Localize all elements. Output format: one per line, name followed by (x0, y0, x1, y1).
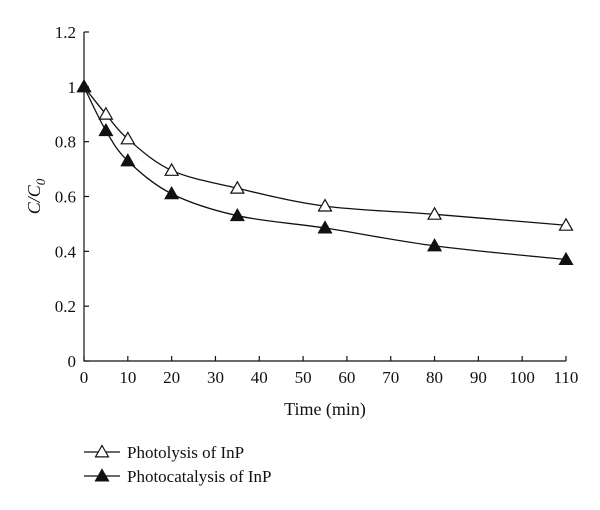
series-1 (76, 79, 574, 231)
data-point (98, 122, 114, 137)
x-tick-label: 80 (426, 368, 443, 387)
series-line (83, 86, 567, 261)
legend-item: Photocatalysis of InP (84, 467, 272, 486)
x-tick-label: 0 (80, 368, 89, 387)
data-point (98, 106, 114, 120)
data-point (120, 131, 136, 145)
y-axis-label-sub: 0 (33, 178, 48, 185)
x-tick-label: 40 (251, 368, 268, 387)
y-tick-label: 1 (68, 78, 77, 97)
x-axis-label: Time (min) (284, 399, 366, 420)
y-tick-label: 0.2 (55, 297, 76, 316)
x-tick-label: 60 (338, 368, 355, 387)
x-tick-label: 90 (470, 368, 487, 387)
legend-marker (94, 468, 110, 482)
x-tick-label: 20 (163, 368, 180, 387)
data-point (317, 220, 333, 234)
axis-frame (83, 32, 566, 362)
data-point (164, 186, 180, 200)
data-point (164, 162, 180, 176)
data-point (229, 207, 245, 222)
series-2 (76, 79, 574, 266)
data-point (229, 180, 245, 194)
legend-label: Photolysis of InP (127, 443, 244, 462)
data-point (317, 198, 333, 212)
y-tick-label: 1.2 (55, 23, 76, 42)
x-tick-label: 30 (207, 368, 224, 387)
x-tick-label: 100 (509, 368, 535, 387)
y-tick-label: 0.4 (55, 242, 77, 261)
x-tick-label: 10 (119, 368, 136, 387)
legend-marker (94, 444, 110, 458)
y-axis-label-main: C/C (24, 184, 44, 214)
y-tick-label: 0.8 (55, 133, 76, 152)
ticks: 0 10 20 30 40 50 60 70 80 90 100 110 0 0.2 0.4 0.6 0.8 1 1… (55, 23, 579, 387)
legend-item: Photolysis of InP (84, 443, 244, 462)
x-tick-label: 70 (382, 368, 399, 387)
x-tick-label: 50 (295, 368, 312, 387)
y-tick-label: 0 (68, 352, 77, 371)
data-point (427, 206, 443, 220)
legend: Photolysis of InP Photocatalysis of InP (84, 443, 272, 486)
data-point (558, 217, 574, 231)
x-tick-label: 110 (554, 368, 579, 387)
data-point (558, 251, 574, 266)
series-layer (76, 79, 574, 266)
y-axis-label: C/C0 (24, 178, 48, 214)
legend-label: Photocatalysis of InP (127, 467, 272, 486)
data-point (76, 79, 92, 93)
y-tick-label: 0.6 (55, 188, 76, 207)
data-point (427, 238, 443, 252)
data-point (120, 153, 136, 167)
axes (83, 32, 566, 362)
